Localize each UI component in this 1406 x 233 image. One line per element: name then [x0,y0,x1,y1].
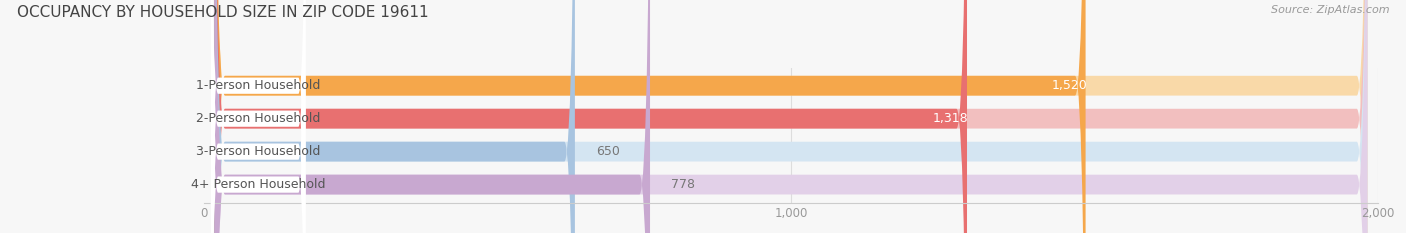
Text: 1,520: 1,520 [1052,79,1087,92]
FancyBboxPatch shape [214,0,1085,233]
Text: OCCUPANCY BY HOUSEHOLD SIZE IN ZIP CODE 19611: OCCUPANCY BY HOUSEHOLD SIZE IN ZIP CODE … [17,5,429,20]
Text: 778: 778 [671,178,695,191]
FancyBboxPatch shape [214,0,575,233]
FancyBboxPatch shape [211,0,305,233]
FancyBboxPatch shape [214,0,967,233]
Text: 1-Person Household: 1-Person Household [195,79,321,92]
Text: 3-Person Household: 3-Person Household [195,145,321,158]
FancyBboxPatch shape [214,0,650,233]
Text: 2-Person Household: 2-Person Household [195,112,321,125]
FancyBboxPatch shape [211,0,305,233]
FancyBboxPatch shape [211,0,305,233]
Text: 1,318: 1,318 [934,112,969,125]
FancyBboxPatch shape [214,0,1368,233]
FancyBboxPatch shape [214,0,1368,233]
Text: 4+ Person Household: 4+ Person Household [191,178,325,191]
Text: 650: 650 [596,145,620,158]
FancyBboxPatch shape [214,0,1368,233]
FancyBboxPatch shape [211,0,305,233]
FancyBboxPatch shape [214,0,1368,233]
Text: Source: ZipAtlas.com: Source: ZipAtlas.com [1271,5,1389,15]
